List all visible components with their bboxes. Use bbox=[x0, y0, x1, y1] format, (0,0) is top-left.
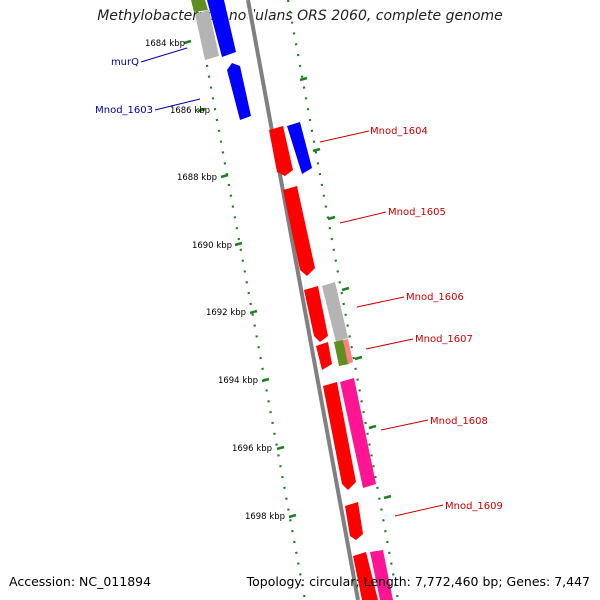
gene-feature-olive[interactable] bbox=[191, 0, 208, 12]
gene-feature-Mnod_1607-b[interactable] bbox=[334, 340, 349, 366]
gene-feature-Mnod_1606-a[interactable] bbox=[304, 286, 328, 342]
gene-label-Mnod_1604[interactable]: Mnod_1604 bbox=[370, 126, 428, 137]
leader-Mnod_1606 bbox=[356, 296, 405, 308]
tick-mark bbox=[299, 76, 308, 82]
gene-label-murQ[interactable]: murQ bbox=[111, 57, 139, 68]
kbp-labels: 1684 kbp 1686 kbp 1688 kbp 1690 kbp 1692… bbox=[145, 39, 285, 522]
gene-features[interactable] bbox=[191, 0, 393, 600]
gene-feature-Mnod_1608-b[interactable] bbox=[340, 378, 376, 488]
gene-feature-bottom-red[interactable] bbox=[353, 552, 378, 600]
tick-mark bbox=[354, 355, 363, 361]
kbp-label-3: 1690 kbp bbox=[192, 241, 232, 251]
gene-label-Mnod_1603[interactable]: Mnod_1603 bbox=[95, 105, 153, 116]
gene-feature-bottom-magenta[interactable] bbox=[370, 550, 393, 600]
tick-mark bbox=[234, 241, 243, 247]
gene-label-Mnod_1609[interactable]: Mnod_1609 bbox=[445, 501, 503, 512]
topology-text: Topology: circular; Length: 7,772,460 bp… bbox=[246, 574, 590, 589]
leader-Mnod_1607 bbox=[365, 338, 414, 350]
gene-feature-Mnod_1607-c[interactable] bbox=[343, 339, 353, 364]
leader-Mnod_1603 bbox=[154, 98, 201, 111]
gene-label-Mnod_1607[interactable]: Mnod_1607 bbox=[415, 334, 473, 345]
leader-lines bbox=[140, 47, 444, 517]
gene-feature-Mnod_1608-a[interactable] bbox=[323, 382, 356, 490]
tick-mark bbox=[197, 107, 206, 113]
kbp-label-7: 1698 kbp bbox=[245, 512, 285, 522]
kbp-label-6: 1696 kbp bbox=[232, 444, 272, 454]
tick-mark bbox=[220, 173, 229, 179]
gene-feature-gray[interactable] bbox=[195, 10, 219, 60]
gene-feature-Mnod_1607-a[interactable] bbox=[316, 342, 332, 370]
gene-feature-murQ[interactable] bbox=[207, 0, 236, 57]
gene-label-Mnod_1605[interactable]: Mnod_1605 bbox=[388, 207, 446, 218]
leader-Mnod_1608 bbox=[380, 419, 429, 431]
left-ticks bbox=[183, 39, 297, 519]
tick-mark bbox=[341, 286, 350, 292]
right-ticks bbox=[299, 76, 392, 500]
gene-label-Mnod_1608[interactable]: Mnod_1608 bbox=[430, 416, 488, 427]
kbp-label-2: 1688 kbp bbox=[177, 173, 217, 183]
tick-mark bbox=[368, 424, 377, 430]
gene-feature-Mnod_1604-a[interactable] bbox=[269, 126, 293, 176]
tick-mark bbox=[312, 147, 321, 153]
tick-mark bbox=[383, 494, 392, 500]
leader-Mnod_1605 bbox=[339, 211, 387, 224]
gene-label-Mnod_1606[interactable]: Mnod_1606 bbox=[406, 292, 464, 303]
kbp-label-1: 1686 kbp bbox=[170, 106, 210, 116]
leader-Mnod_1604 bbox=[319, 130, 370, 143]
tick-mark bbox=[288, 513, 297, 519]
genome-backbone bbox=[246, 0, 360, 600]
gene-feature-Mnod_1604-b[interactable] bbox=[287, 122, 312, 174]
inner-ring-boundary bbox=[193, 0, 307, 600]
gene-feature-Mnod_1606-b[interactable] bbox=[322, 282, 348, 342]
tick-mark bbox=[327, 215, 336, 221]
tick-mark bbox=[261, 377, 270, 383]
leader-Mnod_1609 bbox=[394, 504, 444, 517]
gene-feature-Mnod_1603[interactable] bbox=[227, 63, 251, 120]
kbp-label-0: 1684 kbp bbox=[145, 39, 185, 49]
tick-mark bbox=[249, 309, 258, 315]
gene-labels[interactable]: murQ Mnod_1603 Mnod_1604 Mnod_1605 Mnod_… bbox=[95, 57, 503, 512]
kbp-label-4: 1692 kbp bbox=[206, 308, 246, 318]
tick-mark bbox=[183, 39, 192, 45]
leader-murQ bbox=[140, 47, 188, 63]
accession-text: Accession: NC_011894 bbox=[9, 574, 152, 589]
gene-feature-Mnod_1609[interactable] bbox=[345, 502, 363, 540]
kbp-label-5: 1694 kbp bbox=[218, 376, 258, 386]
gene-feature-Mnod_1605[interactable] bbox=[283, 186, 315, 276]
tick-mark bbox=[276, 445, 285, 451]
